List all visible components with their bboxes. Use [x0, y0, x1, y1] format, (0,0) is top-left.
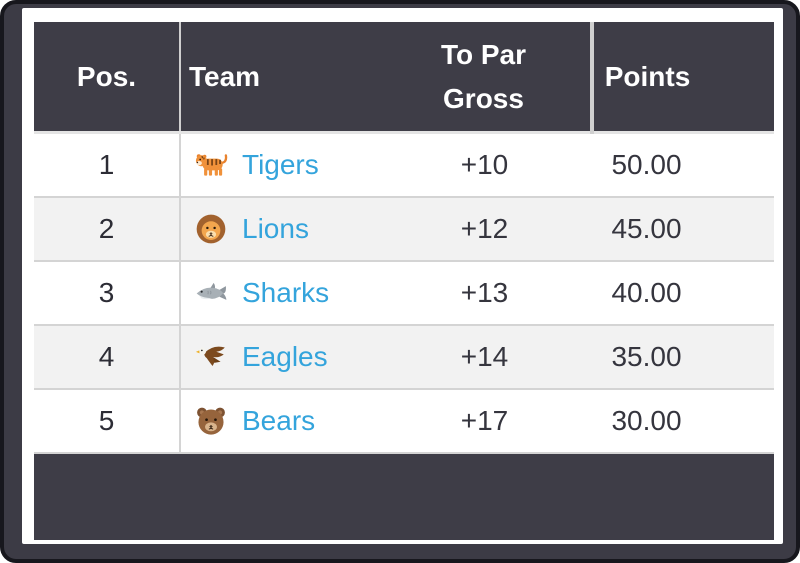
table-footer-bar [34, 452, 774, 540]
team-cell: Tigers [180, 132, 402, 198]
content-panel: Pos. Team To Par Gross Points 1 Tigers +… [22, 8, 783, 544]
footer-row [34, 452, 774, 540]
leaderboard-table: Pos. Team To Par Gross Points 1 Tigers +… [34, 22, 774, 540]
table-row: 1 Tigers +10 50.00 [34, 132, 774, 198]
table-footer [34, 452, 774, 540]
points-cell: 40.00 [592, 261, 774, 326]
team-wrap: Tigers [182, 148, 401, 182]
to-par-gross-cell: +14 [402, 325, 592, 390]
header-row: Pos. Team To Par Gross Points [34, 22, 774, 134]
table-row: 5 Bears +17 30.00 [34, 389, 774, 454]
to-par-gross-cell: +13 [402, 261, 592, 326]
to-par-gross-cell: +10 [402, 132, 592, 198]
team-link[interactable]: Tigers [242, 149, 319, 180]
position-cell: 5 [34, 389, 181, 454]
column-header-to-par-gross: To Par Gross [402, 22, 594, 134]
position-cell: 1 [34, 132, 181, 198]
points-cell: 30.00 [592, 389, 774, 454]
column-header-points: Points [592, 22, 774, 134]
table-row: 3 Sharks +13 40.00 [34, 261, 774, 326]
points-cell: 45.00 [592, 197, 774, 262]
team-link[interactable]: Lions [242, 213, 309, 244]
team-wrap: Sharks [182, 276, 401, 310]
eagle-icon [194, 340, 228, 374]
shark-icon [194, 276, 228, 310]
team-cell: Lions [180, 197, 402, 262]
team-cell: Bears [180, 389, 402, 454]
table-header: Pos. Team To Par Gross Points [34, 22, 774, 134]
table-row: 4 Eagles +14 35.00 [34, 325, 774, 390]
team-cell: Eagles [180, 325, 402, 390]
bear-icon [194, 404, 228, 438]
team-wrap: Lions [182, 212, 401, 246]
position-cell: 2 [34, 197, 181, 262]
tiger-icon [194, 148, 228, 182]
points-cell: 35.00 [592, 325, 774, 390]
leaderboard-body: 1 Tigers +10 50.00 2 Lions +12 45.00 3 [34, 132, 774, 454]
table-row: 2 Lions +12 45.00 [34, 197, 774, 262]
points-cell: 50.00 [592, 132, 774, 198]
position-cell: 3 [34, 261, 181, 326]
team-wrap: Eagles [182, 340, 401, 374]
lion-icon [194, 212, 228, 246]
to-par-gross-cell: +17 [402, 389, 592, 454]
team-link[interactable]: Eagles [242, 341, 328, 372]
position-cell: 4 [34, 325, 181, 390]
column-header-pos: Pos. [34, 22, 181, 134]
team-wrap: Bears [182, 404, 401, 438]
to-par-gross-label: To Par Gross [440, 39, 527, 114]
team-cell: Sharks [180, 261, 402, 326]
column-header-team: Team [180, 22, 402, 134]
to-par-gross-cell: +12 [402, 197, 592, 262]
team-link[interactable]: Sharks [242, 277, 330, 308]
team-link[interactable]: Bears [242, 405, 316, 436]
